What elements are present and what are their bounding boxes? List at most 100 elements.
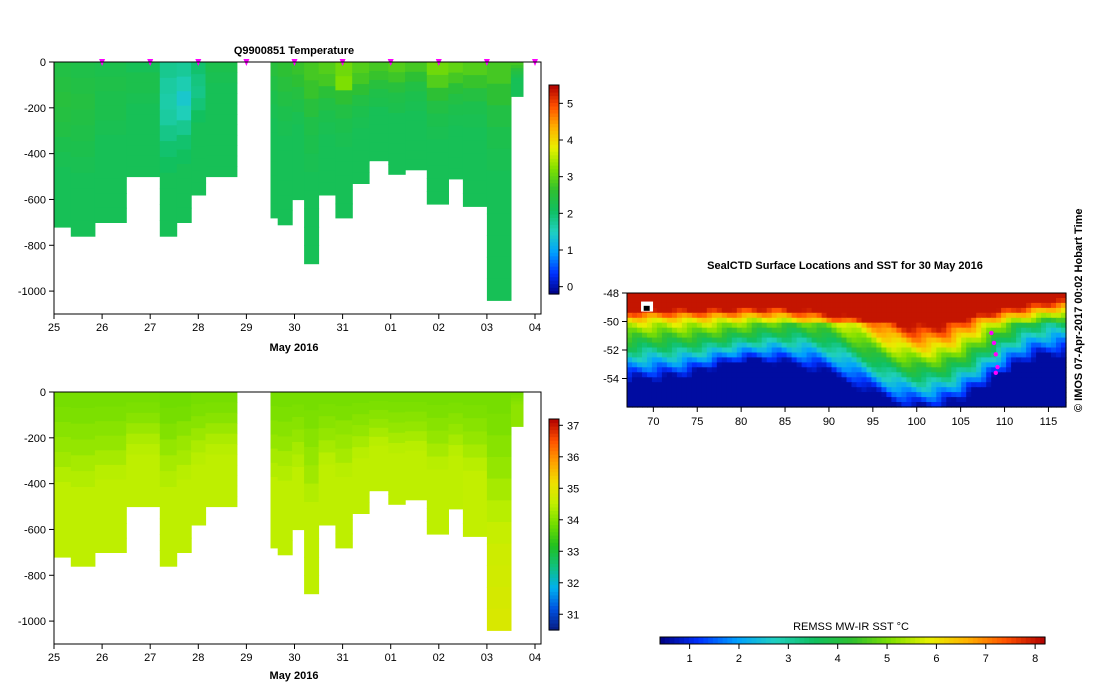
- section-cell: [270, 406, 279, 421]
- colorbar-segment: [549, 217, 559, 222]
- sst-cell: [826, 352, 833, 359]
- section-cell: [94, 62, 127, 78]
- sst-cell: [911, 312, 917, 319]
- section-cell: [159, 518, 178, 535]
- section-cell: [318, 416, 336, 429]
- sst-cell: [711, 298, 718, 304]
- x-tick-label: 03: [481, 652, 493, 664]
- sst-cell: [856, 302, 863, 309]
- sst-cell: [751, 307, 758, 314]
- sst-cell: [846, 382, 853, 388]
- sst-cell: [681, 317, 688, 324]
- sst-cell: [861, 362, 868, 368]
- sst-cell: [781, 293, 788, 299]
- sst-cell: [701, 332, 708, 339]
- sst-cell: [726, 352, 733, 359]
- sst-cell: [996, 387, 1002, 393]
- section-cell: [448, 434, 464, 446]
- sst-cell: [846, 342, 853, 349]
- sst-cell: [1051, 347, 1057, 354]
- section-cell: [191, 512, 207, 526]
- sst-cell: [701, 377, 708, 383]
- sst-cell: [761, 382, 768, 388]
- sst-cell: [1036, 302, 1042, 309]
- colorbar-tick-label: 31: [567, 609, 579, 621]
- sst-cell: [686, 352, 693, 359]
- sst-cell: [806, 372, 813, 378]
- sst-cell: [647, 357, 653, 363]
- sst-cell: [966, 342, 972, 349]
- sst-cell: [731, 367, 738, 373]
- sst-cell: [671, 332, 678, 339]
- section-cell: [318, 488, 336, 502]
- sst-cell: [921, 302, 927, 309]
- section-cell: [304, 538, 320, 558]
- sst-cell: [1001, 337, 1007, 344]
- sst-cell: [642, 352, 648, 359]
- sst-cell: [841, 372, 848, 378]
- sst-cell: [1041, 387, 1047, 393]
- sst-cell: [841, 392, 848, 398]
- sst-cell: [781, 337, 788, 344]
- sst-cell: [901, 337, 907, 344]
- sst-cell: [776, 402, 783, 408]
- sst-cell: [716, 402, 723, 408]
- section-cell: [205, 475, 238, 487]
- sst-cell: [632, 317, 638, 324]
- sst-cell: [956, 307, 962, 314]
- sst-colorbar-segment: [732, 637, 738, 644]
- section-cell: [388, 62, 406, 73]
- sst-cell: [1026, 342, 1032, 349]
- section-cell: [176, 406, 192, 422]
- sst-cell: [926, 317, 932, 324]
- colorbar-segment: [549, 450, 559, 455]
- sst-cell: [676, 347, 683, 354]
- section-cell: [335, 147, 353, 162]
- sst-cell: [1026, 337, 1032, 344]
- sst-cell: [886, 362, 892, 368]
- sst-cell: [1046, 367, 1052, 373]
- section-cell: [126, 496, 161, 508]
- section-cell: [448, 125, 464, 137]
- sst-cell: [911, 357, 917, 363]
- section-cell: [304, 135, 320, 155]
- sst-cell: [711, 293, 718, 299]
- sst-cell: [856, 352, 863, 359]
- sst-cell: [841, 377, 848, 383]
- sst-cell: [866, 352, 873, 359]
- section-cell: [292, 467, 305, 481]
- sst-cell: [861, 342, 868, 349]
- sst-cell: [666, 352, 673, 359]
- section-cell: [405, 450, 428, 462]
- colorbar-segment: [549, 521, 559, 526]
- sst-cell: [991, 357, 997, 363]
- sst-cell: [936, 337, 942, 344]
- sst-cell: [676, 362, 683, 368]
- sst-cell: [1061, 322, 1067, 329]
- section-cell: [126, 166, 161, 178]
- sst-cell: [1021, 387, 1027, 393]
- sst-cell: [876, 302, 882, 309]
- sst-cell: [891, 342, 897, 349]
- sst-cell: [661, 307, 668, 314]
- sst-cell: [736, 392, 743, 398]
- sst-cell: [926, 337, 932, 344]
- sst-cell: [711, 392, 718, 398]
- sst-cell: [886, 397, 892, 403]
- section-cell: [70, 502, 96, 520]
- section-cell: [277, 495, 293, 511]
- section-cell: [191, 182, 207, 196]
- sst-cell: [1011, 317, 1017, 324]
- colorbar-segment: [549, 140, 559, 145]
- sst-cell: [936, 382, 942, 388]
- sst-cell: [921, 382, 927, 388]
- sst-cell: [981, 332, 987, 339]
- sst-cell: [811, 317, 818, 324]
- sst-cell: [676, 317, 683, 324]
- y-tick-label: -800: [24, 240, 46, 252]
- colorbar-segment: [549, 210, 559, 215]
- sst-cell: [786, 337, 793, 344]
- sst-cell: [836, 387, 843, 393]
- sst-cell: [786, 382, 793, 388]
- section-cell: [369, 133, 389, 144]
